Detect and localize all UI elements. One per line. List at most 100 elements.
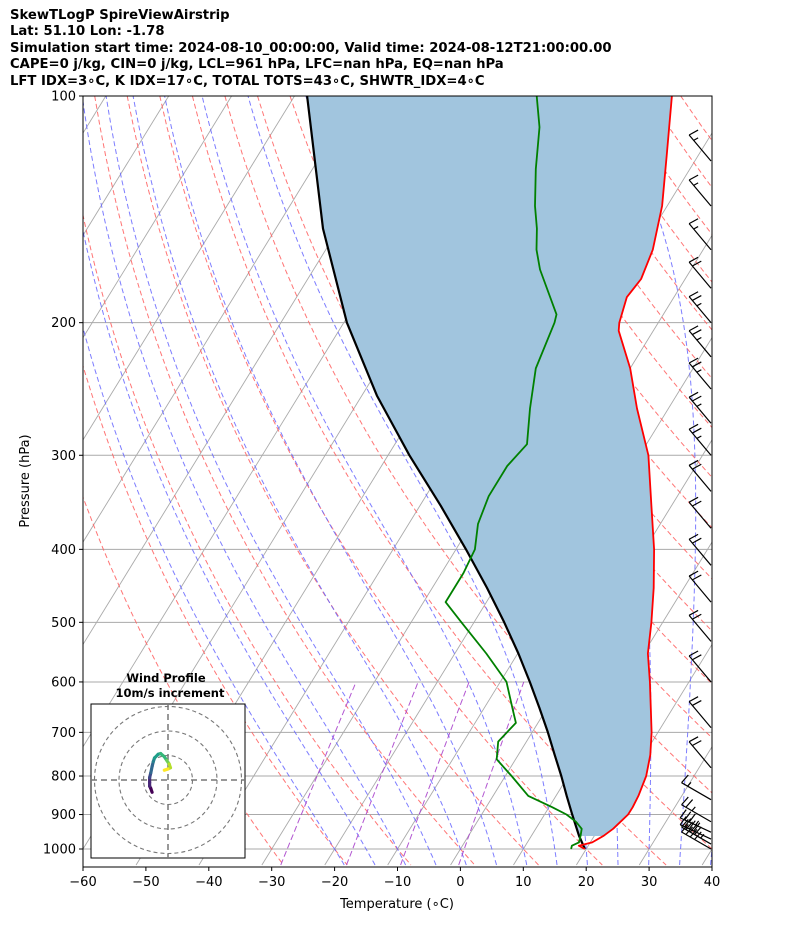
wind-barb bbox=[681, 774, 712, 801]
wind-barb-shaft bbox=[688, 330, 712, 358]
wind-barb-flag bbox=[696, 435, 702, 439]
moist-adiabat bbox=[710, 844, 712, 866]
dry-adiabat bbox=[191, 96, 667, 866]
wind-barb-flag bbox=[684, 818, 692, 828]
y-tick-label: 1000 bbox=[43, 843, 76, 858]
dewpoint-line bbox=[444, 96, 583, 850]
wind-barb-flag bbox=[688, 820, 696, 830]
y-axis: 100 200 300 400 500 600 700 800 900 1000 bbox=[43, 90, 83, 858]
wind-barb bbox=[688, 423, 712, 456]
mixing-ratio-line bbox=[346, 681, 419, 866]
moist-adiabat bbox=[201, 96, 528, 866]
parcel-path-line bbox=[306, 96, 586, 850]
dry-adiabat bbox=[159, 96, 603, 866]
wind-barb-flag bbox=[692, 654, 702, 661]
wind-barb-flag bbox=[688, 813, 696, 823]
isotherm-line bbox=[450, 439, 712, 866]
wind-barb-flag bbox=[693, 822, 701, 832]
moist-adiabat bbox=[105, 96, 437, 866]
x-tick-label: −30 bbox=[258, 875, 285, 890]
wind-barb bbox=[688, 570, 712, 603]
isotherm-line bbox=[701, 848, 712, 866]
y-tick-label: 900 bbox=[51, 808, 76, 823]
wind-barb-flag bbox=[696, 403, 702, 407]
wind-barb-flag bbox=[692, 395, 702, 402]
wind-barb-flag bbox=[688, 357, 699, 364]
wind-barb-shaft bbox=[681, 782, 712, 801]
wind-barb-shaft bbox=[688, 741, 712, 769]
x-tick-label: −40 bbox=[195, 875, 222, 890]
x-tick-label: −10 bbox=[384, 875, 411, 890]
dry-adiabat bbox=[452, 96, 712, 479]
wind-barb-flag bbox=[692, 329, 702, 336]
wind-barb-flag bbox=[681, 796, 689, 806]
mixing-ratio-line bbox=[458, 681, 525, 866]
wind-barb-shaft bbox=[688, 655, 712, 683]
wind-barb bbox=[688, 736, 712, 769]
wind-barb-flag bbox=[692, 427, 702, 434]
y-tick-label: 400 bbox=[51, 543, 76, 558]
y-tick-label: 200 bbox=[51, 316, 76, 331]
wind-barb-flag bbox=[681, 774, 689, 784]
wind-barb-flag bbox=[692, 574, 702, 581]
wind-barb-shaft bbox=[688, 575, 712, 603]
wind-barb-flag bbox=[695, 820, 700, 826]
time-line: Simulation start time: 2024-08-10_00:00:… bbox=[10, 40, 612, 56]
profiles bbox=[306, 96, 673, 850]
wind-barb bbox=[688, 609, 712, 642]
x-tick-label: 10 bbox=[515, 875, 532, 890]
wind-barb bbox=[688, 459, 712, 492]
isotherm-line bbox=[576, 643, 712, 866]
wind-barb-shaft bbox=[688, 223, 712, 251]
wind-barb-flag bbox=[693, 182, 699, 186]
wind-barb-flag bbox=[685, 799, 694, 808]
wind-barb-flag bbox=[694, 831, 702, 840]
x-tick-label: 30 bbox=[641, 875, 658, 890]
y-tick-label: 100 bbox=[51, 90, 76, 105]
isotherm-line bbox=[83, 96, 170, 237]
wind-barb-shaft bbox=[681, 804, 712, 823]
hodograph-segment bbox=[162, 767, 170, 772]
moist-adiabat bbox=[247, 96, 558, 866]
wind-barb-flag bbox=[692, 500, 702, 507]
wind-barb-flag bbox=[681, 823, 689, 833]
wind-barb-flag bbox=[692, 740, 702, 747]
y-tick-label: 500 bbox=[51, 616, 76, 631]
wind-barb-flag bbox=[679, 809, 687, 819]
wind-barb-flag bbox=[688, 174, 699, 181]
wind-barb-flag bbox=[696, 336, 702, 341]
wind-barb-shaft bbox=[681, 826, 712, 845]
isotherm-line bbox=[83, 96, 232, 339]
y-tick-label: 800 bbox=[51, 770, 76, 785]
chart-title: SkewTLogP SpireViewAirstrip bbox=[10, 8, 230, 23]
y-tick-label: 300 bbox=[51, 449, 76, 464]
wind-barb-flag bbox=[693, 226, 699, 230]
wind-barb-flag bbox=[692, 295, 702, 301]
wind-barb bbox=[688, 696, 712, 729]
moist-adiabat bbox=[607, 96, 697, 866]
wind-barb-shaft bbox=[688, 296, 712, 324]
x-tick-label: 20 bbox=[578, 875, 595, 890]
wind-barb-flag bbox=[696, 369, 702, 373]
moist-adiabat bbox=[132, 96, 467, 866]
wind-barb-flag bbox=[679, 816, 687, 826]
wind-barb bbox=[688, 391, 712, 424]
isotherm-line bbox=[83, 96, 295, 441]
wind-barb-flag bbox=[687, 781, 692, 787]
mixing-ratio-line bbox=[280, 681, 357, 866]
hodograph-subtitle: 10m/s increment bbox=[116, 686, 225, 700]
wind-barb bbox=[688, 650, 712, 683]
moist-adiabat bbox=[164, 96, 497, 866]
wind-barb-flag bbox=[688, 391, 699, 398]
indices-line-2: LFT IDX=3∘C, K IDX=17∘C, TOTAL TOTS=43∘C… bbox=[10, 73, 485, 89]
wind-barb bbox=[679, 816, 712, 840]
wind-barb-flag bbox=[684, 811, 692, 821]
wind-barb bbox=[688, 218, 712, 251]
wind-barbs bbox=[679, 129, 712, 850]
wind-barb-shaft bbox=[688, 428, 712, 456]
wind-barb-flag bbox=[689, 828, 698, 838]
wind-barb-flag bbox=[692, 463, 702, 470]
wind-barb-flag bbox=[688, 325, 699, 332]
wind-barb bbox=[688, 533, 712, 566]
